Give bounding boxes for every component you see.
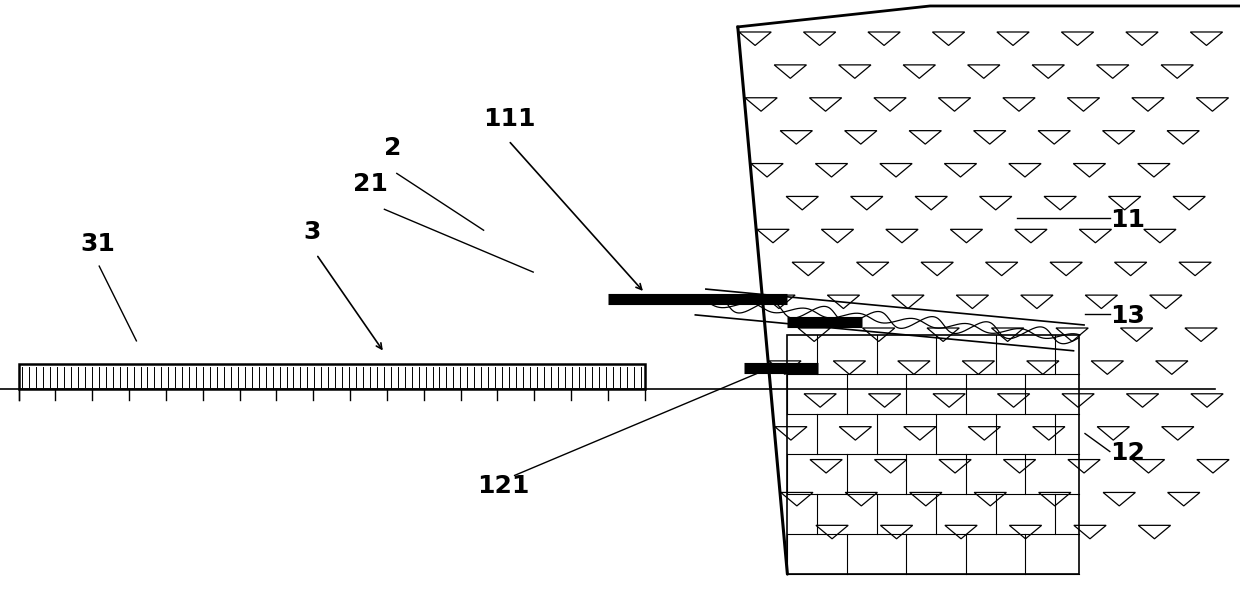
Polygon shape [738, 27, 1240, 574]
Bar [19, 364, 645, 389]
Text: 31: 31 [81, 232, 115, 256]
Text: 3: 3 [304, 220, 321, 244]
Text: 2: 2 [384, 136, 402, 160]
Text: 21: 21 [353, 172, 388, 196]
Text: 121: 121 [477, 474, 529, 498]
Text: 13: 13 [1110, 304, 1145, 328]
Text: 111: 111 [484, 106, 536, 130]
Bar [787, 335, 1079, 574]
Text: 12: 12 [1110, 441, 1145, 465]
Text: 11: 11 [1110, 208, 1145, 232]
